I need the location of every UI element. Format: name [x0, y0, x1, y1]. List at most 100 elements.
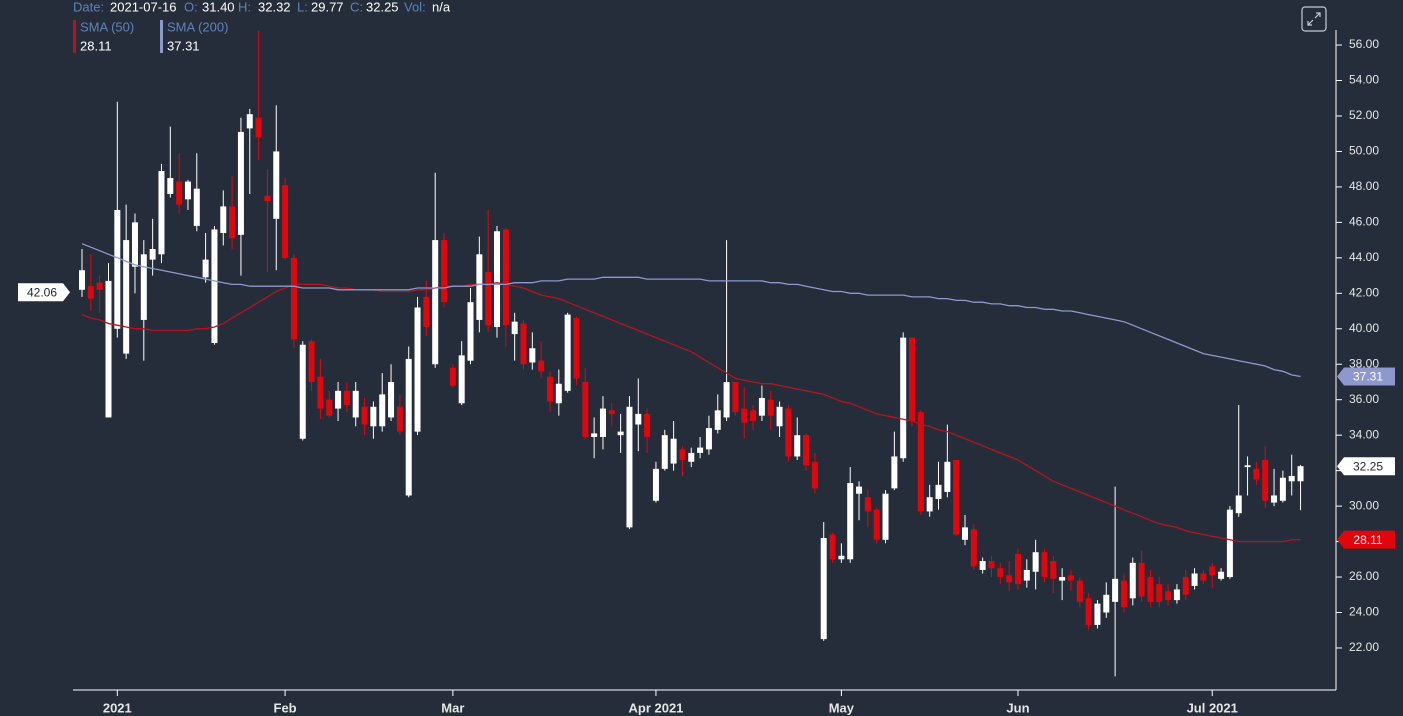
legend: SMA (50) 28.11 SMA (200) 37.31 [73, 19, 228, 53]
candle-body [1129, 562, 1136, 599]
candle-body [1191, 573, 1198, 586]
candle-body [520, 323, 527, 365]
y-tick-label: 22.00 [1349, 640, 1379, 654]
candle-body [873, 509, 880, 540]
candle-body [1067, 575, 1074, 581]
candle-body [246, 114, 253, 129]
candle-body [502, 229, 509, 326]
candle-body [1244, 465, 1251, 468]
legend-value: 28.11 [80, 38, 112, 53]
candle-body [1279, 477, 1286, 501]
candle-body [794, 435, 801, 457]
candle-body [264, 195, 271, 202]
candle-body [758, 397, 765, 416]
candle-body [370, 406, 377, 427]
candle-body [909, 337, 916, 421]
candle-body [167, 178, 174, 195]
readout-value: 32.25 [366, 0, 399, 14]
candle-body [299, 344, 306, 439]
candle-body [529, 348, 536, 363]
y-tick-label: 30.00 [1349, 498, 1379, 512]
candle-body [776, 406, 783, 427]
candle-body [449, 367, 456, 386]
candle-body [114, 209, 121, 329]
candle-body [485, 272, 492, 326]
candle-body [670, 438, 677, 464]
candle-body [811, 461, 818, 489]
candle-body [979, 561, 986, 570]
candle-body [1050, 561, 1057, 579]
candle-body [158, 170, 165, 255]
candle-body [1023, 569, 1030, 581]
readout: Date: 2021-07-16 O: 31.40 H: 32.32 L: 29… [73, 0, 451, 14]
price-tag-label: 37.31 [1353, 370, 1383, 384]
candle-body [255, 117, 262, 138]
left-price-tag-label: 42.06 [27, 285, 57, 299]
candle-body [414, 307, 421, 432]
readout-label: Vol: [404, 0, 426, 14]
candle-body [458, 355, 465, 404]
candle-body [1182, 577, 1189, 595]
candle-body [1156, 584, 1163, 602]
candle-body [997, 568, 1004, 578]
candle-body [891, 456, 898, 489]
candle-body [1235, 495, 1242, 514]
candle-body [202, 259, 209, 278]
candle-body [962, 527, 968, 540]
candle-body [546, 376, 553, 402]
y-tick-label: 42.00 [1349, 285, 1379, 299]
candle-body [750, 410, 757, 421]
candle-body [423, 296, 430, 328]
expand-button[interactable] [1301, 6, 1327, 32]
candle-body [944, 461, 951, 492]
readout-label: Date: [73, 0, 104, 14]
candle-body [229, 206, 236, 239]
candle-body [317, 376, 324, 409]
candles [79, 30, 1304, 677]
candle-body [237, 131, 244, 235]
candle-body [1253, 468, 1260, 480]
candle-body [652, 468, 659, 501]
candle-body [723, 381, 730, 418]
candle-body [900, 337, 907, 459]
candle-body [405, 358, 412, 496]
y-tick-label: 54.00 [1349, 73, 1379, 87]
candle-body [838, 555, 845, 560]
candle-body [396, 406, 403, 432]
candle-body [635, 413, 642, 425]
x-tick-label: May [829, 700, 855, 715]
candle-body [926, 497, 933, 512]
legend-label: SMA (50) [80, 19, 134, 34]
candle-body [538, 360, 545, 372]
candle-body [335, 390, 342, 409]
candle-body [105, 280, 112, 418]
candle-body [626, 406, 633, 528]
candle-body [511, 321, 518, 335]
candle-body [856, 486, 863, 494]
readout-value: n/a [432, 0, 451, 14]
price-tag-label: 32.25 [1353, 459, 1383, 473]
candle-body [149, 248, 156, 260]
candle-body [1041, 552, 1048, 578]
candle-body [343, 390, 350, 406]
candle-body [732, 381, 739, 413]
candle-body [1138, 562, 1145, 597]
candle-body [803, 435, 810, 466]
candle-body [644, 413, 651, 437]
candle-body [211, 229, 218, 343]
candle-body [176, 181, 183, 205]
readout-label: O: [184, 0, 198, 14]
candle-body [608, 410, 615, 414]
candle-body [988, 561, 995, 569]
candle-body [829, 534, 836, 560]
legend-label: SMA (200) [167, 19, 228, 34]
y-tick-label: 56.00 [1349, 37, 1379, 51]
candle-body [140, 254, 147, 320]
x-tick-label: 2021 [103, 700, 132, 715]
readout-value: 31.40 [202, 0, 235, 14]
y-tick-label: 40.00 [1349, 321, 1379, 335]
candle-body [970, 529, 977, 567]
x-tick-label: Feb [274, 700, 297, 715]
candle-body [1173, 589, 1180, 601]
readout-value: 32.32 [258, 0, 291, 14]
